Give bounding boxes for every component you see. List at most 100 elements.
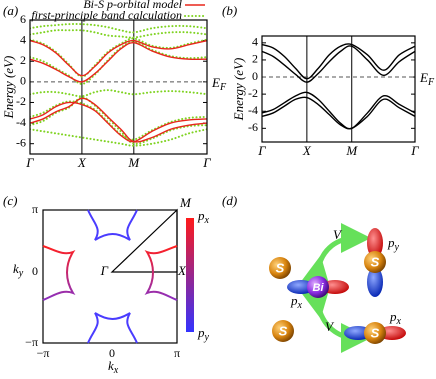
band: [262, 43, 415, 80]
orbital-label-main: p: [387, 235, 395, 250]
hopping-arrow: [300, 223, 371, 288]
y-tick-label: 6: [20, 12, 26, 26]
y-tick-label: 2: [252, 52, 258, 66]
atom: [307, 276, 329, 298]
y-tick-label: π: [32, 202, 38, 216]
band-chart: (b)Energy (eV)420-2-4-6Γ X M ΓEF: [222, 3, 435, 158]
orbital-label: px: [290, 293, 303, 311]
frame: [29, 19, 208, 155]
orbital-label: px: [389, 309, 402, 327]
band: [30, 41, 207, 83]
band: [30, 101, 207, 143]
panel-label: (c): [3, 193, 17, 208]
y-tick-label: -2: [248, 86, 258, 100]
atom-label: S: [276, 260, 285, 275]
brillouin-path: [110, 208, 178, 273]
fermi-surface-panel: (c) π 0 −π −π 0 π kx ky M Γ X px py: [3, 193, 210, 376]
panel-label: (a): [3, 3, 18, 18]
band: [262, 45, 415, 83]
y-axis-label-main: k: [13, 261, 19, 276]
x-axis-label: kx: [108, 358, 119, 376]
orbital-lobe: [367, 228, 383, 258]
colorbar-label-main: p: [197, 325, 205, 340]
fermi-contour: [87, 312, 138, 344]
y-axis-label-sub: y: [18, 268, 24, 279]
band-chart: (a) Energy (eV) 6 4 2 0 -2 -4 -6 Γ X M Γ EF Bi-S p-orb…: [1, 0, 227, 170]
y-tick-label: 4: [20, 32, 26, 46]
y-tick-label: -4: [16, 115, 26, 129]
y-tick-label: 0: [32, 264, 38, 278]
legend-label: Bi-S p-orbital model: [83, 0, 182, 11]
y-tick-label: 4: [252, 35, 258, 49]
fermi-label-sub: F: [219, 82, 227, 93]
x-tick-label: Γ: [25, 155, 34, 170]
atom-label: S: [279, 323, 288, 338]
x-tick-label: Γ: [202, 155, 211, 170]
x-tick-label: π: [174, 346, 180, 360]
colorbar-label: py: [197, 325, 210, 343]
y-tick-label: -2: [16, 94, 26, 108]
x-tick-label: −π: [37, 346, 50, 360]
fermi-label: EF: [419, 70, 435, 88]
band: [30, 29, 207, 39]
point-label: M: [179, 195, 192, 210]
fermi-contour: [87, 209, 138, 241]
colorbar-label: px: [197, 208, 210, 226]
atom-label: S: [371, 254, 380, 269]
orbital-lobe: [367, 267, 383, 297]
band: [30, 39, 207, 77]
x-tick-label: M: [127, 155, 140, 170]
x-tick-label: 0: [109, 346, 115, 360]
y-tick-label: 0: [252, 69, 258, 83]
x-tick-label: X: [77, 155, 87, 170]
x-tick-label: Γ: [410, 143, 419, 158]
frame: [42, 209, 178, 344]
band: [262, 96, 415, 130]
frame: [261, 35, 416, 143]
colorbar-label-sub: y: [204, 332, 210, 343]
band: [30, 100, 207, 141]
colorbar-label-main: p: [197, 208, 205, 223]
band: [262, 91, 415, 130]
fermi-contour: [144, 245, 178, 301]
atom-label: Bi: [313, 282, 325, 294]
band: [30, 128, 207, 147]
y-tick-label: 0: [20, 74, 26, 88]
orbital-diagram-panel: (d) S S Bi S S V V py px px: [222, 193, 406, 353]
y-tick-label: 2: [20, 53, 26, 67]
band: [30, 37, 207, 78]
hopping-label: V: [333, 227, 343, 242]
atom: [272, 320, 294, 342]
fermi-label-sub: F: [427, 77, 435, 88]
colorbar-label-sub: x: [204, 215, 210, 226]
x-axis-label-sub: x: [113, 365, 119, 376]
point-label: Γ: [100, 263, 109, 278]
y-tick-label: -6: [16, 135, 26, 149]
orbital-label-sub: x: [396, 316, 402, 327]
point-label: X: [177, 263, 187, 278]
fermi-label-main: E: [211, 75, 220, 90]
y-tick-label: −π: [25, 335, 38, 349]
orbital-label-main: p: [389, 309, 397, 324]
band: [30, 22, 207, 34]
fermi-label-main: E: [419, 70, 428, 85]
atom: [364, 322, 386, 344]
orbital-label: py: [387, 235, 400, 253]
orbital-label-sub: x: [297, 300, 303, 311]
y-axis-label: ky: [13, 261, 24, 279]
y-axis-label: Energy (eV): [1, 56, 16, 120]
y-tick-label: -6: [248, 120, 258, 134]
atom-label: S: [371, 325, 380, 340]
panel-label: (d): [222, 193, 237, 208]
y-tick-label: -4: [248, 103, 258, 117]
hopping-label: V: [325, 319, 335, 334]
band: [30, 96, 207, 145]
fermi-label: EF: [211, 75, 227, 93]
band: [30, 89, 207, 98]
band: [30, 40, 207, 85]
atom: [269, 257, 291, 279]
panel-label: (b): [222, 3, 237, 18]
orbital-label-sub: y: [394, 242, 400, 253]
x-tick-label: M: [345, 143, 358, 158]
